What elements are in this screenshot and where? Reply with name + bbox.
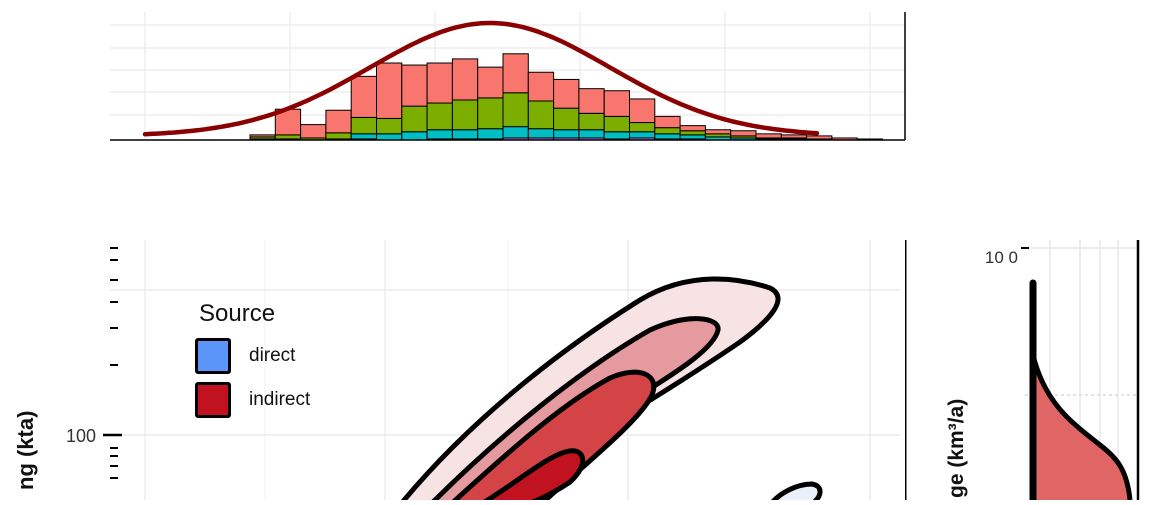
histogram-bar [350,116,378,135]
histogram-bar [654,115,681,129]
histogram-bar [553,78,580,109]
histogram-bar [451,99,479,131]
legend: Source direct indirect [195,300,365,426]
histogram-bar [603,115,631,133]
legend-title: Source [199,300,276,327]
histogram-bar [502,92,529,128]
histogram-bar [477,66,504,99]
marginal-density-fill [1033,355,1130,500]
histogram-bar [350,75,378,118]
histogram-bar [654,133,681,140]
histogram-bar [730,130,757,137]
histogram-bar [780,134,808,139]
side-y-axis-label: ge (km³/a) [945,399,968,498]
legend-label-indirect: indirect [249,389,311,410]
histogram-bar [350,133,378,140]
histogram-bar [755,133,782,139]
legend-item-indirect: indirect [195,382,365,418]
histogram-bar [578,129,605,139]
histogram-bar [325,109,352,134]
histogram-bar [603,90,631,117]
histogram-bar [451,58,479,101]
histogram-bar [553,107,580,131]
marginal-density-chart: ge (km³/a) 10 0 [903,240,1140,504]
histogram-bar [679,134,706,140]
histogram-bar [704,129,732,135]
histogram-bar [325,132,352,140]
histogram-bar [477,97,504,130]
histogram-bar [629,122,656,133]
histogram-bar [806,135,833,140]
histogram-bar [502,53,529,94]
main-y-tick-label: 100 [66,426,96,446]
histogram-bar [553,129,580,139]
histogram-bar [376,133,403,141]
legend-swatch-direct [195,338,231,374]
contour-level-4 [475,448,586,505]
histogram-bar [629,98,656,124]
histogram-bar [376,62,403,119]
contour-level-3 [446,369,657,505]
histogram-bar [274,134,302,140]
histogram-bar [654,127,681,135]
histogram-chart [110,12,906,141]
side-y-tick-label: 10 0 [985,248,1018,267]
histogram-bar [300,124,327,139]
histogram-bar [578,88,605,114]
histogram-bar [679,130,706,136]
main-density-panel: ng (kta) 100 [0,230,900,505]
histogram-density-curve [142,20,820,137]
histogram-bar [426,129,453,140]
histogram-bar [629,131,656,139]
legend-label-direct: direct [249,345,296,366]
contour-direct-level-1 [766,481,823,505]
histogram-bar [376,117,403,135]
right-marginal-panel: ge (km³/a) 10 0 [903,230,1152,504]
histogram-bar [401,131,428,141]
histogram-bar [477,128,504,140]
histogram-bar [679,125,706,132]
histogram-bar [502,126,529,139]
histogram-bar [451,129,479,140]
histogram-bar [527,128,555,139]
histogram-bar [527,100,555,130]
histogram-bar [527,71,555,102]
histogram-bar [401,105,428,133]
histogram-bar [578,112,605,131]
histogram-bar [401,64,428,107]
top-histogram-panel [0,0,1152,160]
legend-item-direct: direct [195,338,365,374]
histogram-bar [249,134,276,138]
histogram-bar [426,62,453,104]
density-contour-chart: ng (kta) 100 [13,240,900,505]
marginal-density-curve [1030,354,1133,501]
histogram-bar [426,102,453,131]
main-y-axis-label: ng (kta) [13,411,38,490]
histogram-bar [603,131,631,140]
legend-swatch-indirect [195,382,231,418]
